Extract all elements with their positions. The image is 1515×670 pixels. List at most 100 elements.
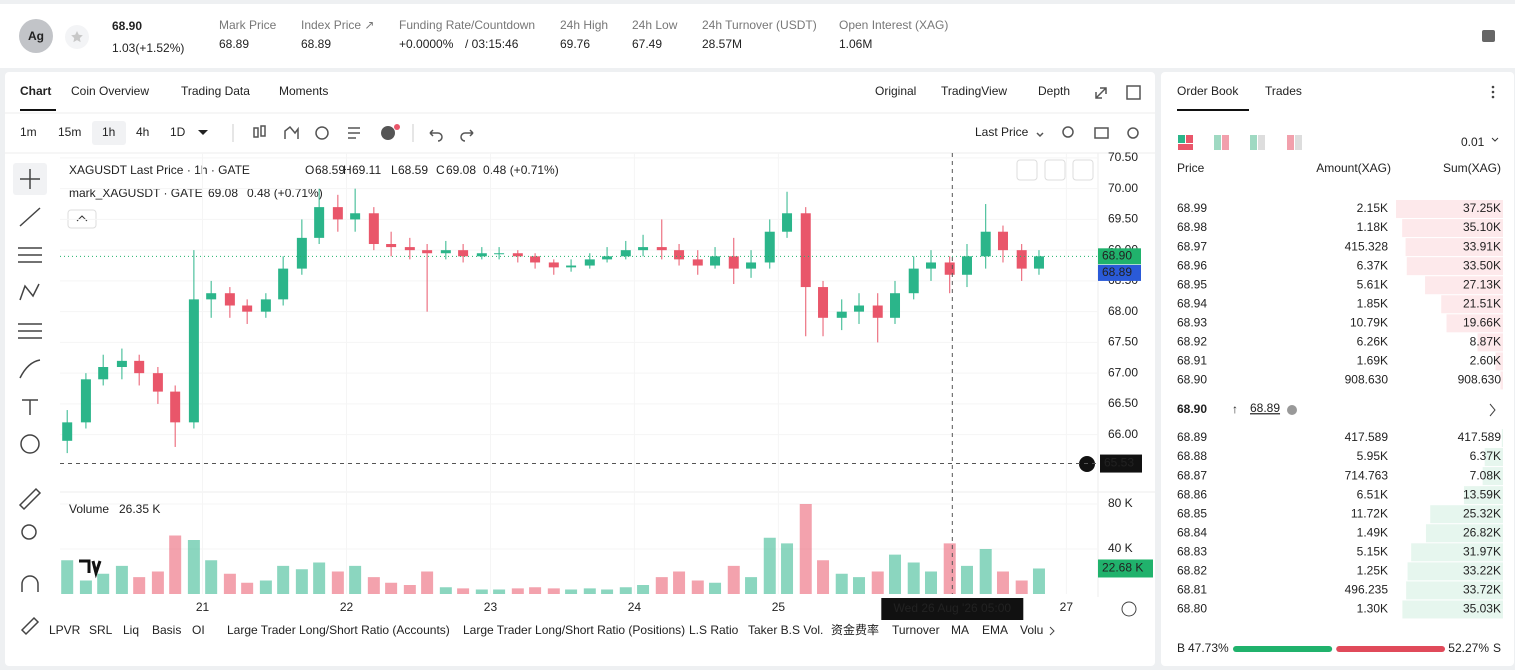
- layout-icon[interactable]: [1126, 85, 1141, 100]
- volume-current-box: [1098, 559, 1153, 578]
- chevron[interactable]: [1489, 403, 1496, 417]
- interval[interactable]: 1h: [102, 125, 115, 139]
- indicator-tab[interactable]: 资金费率: [831, 622, 879, 637]
- book-tab[interactable]: Order Book: [1177, 84, 1239, 98]
- candle-body: [1016, 250, 1027, 269]
- book-price[interactable]: 68.98: [1177, 220, 1207, 234]
- book-price[interactable]: 68.87: [1177, 468, 1207, 482]
- view-tab[interactable]: TradingView: [941, 84, 1007, 98]
- view-tab[interactable]: Depth: [1038, 84, 1070, 98]
- interval[interactable]: 1D: [170, 125, 186, 139]
- emoji-tool[interactable]: [20, 434, 40, 454]
- chart-button[interactable]: [1044, 159, 1066, 181]
- book-price[interactable]: 68.99: [1177, 201, 1207, 215]
- replay-icon[interactable]: [315, 126, 329, 140]
- menu-dot[interactable]: [1491, 90, 1495, 94]
- scroll-right[interactable]: [1049, 626, 1055, 636]
- interval[interactable]: 15m: [58, 125, 81, 139]
- projection-tool[interactable]: [18, 323, 42, 339]
- dropdown-caret[interactable]: [198, 130, 208, 135]
- tab[interactable]: Moments: [279, 84, 328, 98]
- fullscreen-icon[interactable]: [1095, 87, 1107, 99]
- book-price[interactable]: 68.92: [1177, 335, 1207, 349]
- undo-icon[interactable]: [429, 129, 443, 142]
- view-tab[interactable]: Original: [875, 84, 916, 98]
- book-price[interactable]: 68.93: [1177, 315, 1207, 329]
- tab[interactable]: Chart: [20, 84, 51, 98]
- snapshot-icon[interactable]: [1094, 127, 1109, 139]
- book-price[interactable]: 68.95: [1177, 277, 1207, 291]
- book-price[interactable]: 68.86: [1177, 487, 1207, 501]
- book-price[interactable]: 68.97: [1177, 239, 1207, 253]
- price-source[interactable]: Last Price: [975, 125, 1029, 139]
- precision[interactable]: 0.01: [1461, 135, 1485, 149]
- redo-icon[interactable]: [460, 129, 474, 142]
- search-icon[interactable]: [1062, 126, 1074, 138]
- pattern-tool[interactable]: [19, 283, 40, 301]
- precision-caret[interactable]: [1491, 137, 1499, 142]
- indicator-tab[interactable]: Basis: [152, 623, 181, 637]
- book-price[interactable]: 68.88: [1177, 449, 1207, 463]
- template-icon[interactable]: [348, 127, 360, 139]
- candle-body: [566, 265, 577, 268]
- book-price[interactable]: 68.91: [1177, 354, 1207, 368]
- fib-tool[interactable]: [18, 247, 42, 263]
- indicator-tab[interactable]: Large Trader Long/Short Ratio (Accounts): [227, 623, 450, 637]
- view-split: [1222, 135, 1229, 150]
- settings-icon[interactable]: [1127, 127, 1139, 139]
- measure-tool[interactable]: [18, 487, 42, 511]
- book-price[interactable]: 68.89: [1177, 430, 1207, 444]
- book-price[interactable]: 68.94: [1177, 296, 1207, 310]
- magnet-tool[interactable]: [21, 575, 39, 592]
- book-price[interactable]: 68.84: [1177, 525, 1207, 539]
- book-amount: 5.61K: [1357, 277, 1388, 291]
- indicator-icon[interactable]: [284, 125, 299, 139]
- volume-bar: [799, 504, 812, 594]
- book-price[interactable]: 68.96: [1177, 258, 1207, 272]
- book-price[interactable]: 68.85: [1177, 506, 1207, 520]
- book-price[interactable]: 68.90: [1177, 373, 1207, 387]
- brush-tool[interactable]: [19, 359, 41, 379]
- view-asks[interactable]: [1287, 135, 1294, 150]
- indicator-tab[interactable]: OI: [192, 623, 205, 637]
- indicator-tab[interactable]: L.S Ratio: [689, 623, 739, 637]
- book-price[interactable]: 68.80: [1177, 602, 1207, 616]
- chart-button[interactable]: [1016, 159, 1038, 181]
- trend-line-tool[interactable]: [19, 207, 41, 227]
- indicator-tab[interactable]: EMA: [982, 623, 1008, 637]
- tab[interactable]: Trading Data: [181, 84, 250, 98]
- candle-type-icon[interactable]: [260, 125, 266, 137]
- book-price[interactable]: 68.82: [1177, 564, 1207, 578]
- indicator-tab[interactable]: Volu: [1020, 623, 1043, 637]
- view-split[interactable]: [1214, 135, 1221, 150]
- mark-legend: mark_XAGUSDT · GATE: [69, 186, 203, 200]
- view-bids[interactable]: [1250, 135, 1257, 150]
- book-tab[interactable]: Trades: [1265, 84, 1302, 98]
- zoom-tool[interactable]: [21, 524, 37, 540]
- candle-type-icon[interactable]: [253, 127, 259, 138]
- notes-icon[interactable]: [1482, 30, 1495, 42]
- interval[interactable]: 4h: [136, 125, 149, 139]
- price-source-caret[interactable]: [1036, 132, 1044, 138]
- interval[interactable]: 1m: [20, 125, 37, 139]
- indicator-tab[interactable]: Taker B.S Vol.: [748, 623, 823, 637]
- settings-icon[interactable]: [1121, 601, 1137, 617]
- lock-tool[interactable]: [20, 616, 40, 636]
- indicator-tab[interactable]: SRL: [89, 623, 113, 637]
- indicator-tab[interactable]: Liq: [123, 623, 139, 637]
- add-indicator-icon[interactable]: [381, 126, 395, 140]
- book-price[interactable]: 68.83: [1177, 544, 1207, 558]
- tab[interactable]: Coin Overview: [71, 84, 149, 98]
- chart-button[interactable]: [1072, 159, 1094, 181]
- indicator-tab[interactable]: LPVR: [49, 623, 81, 637]
- indicator-tab[interactable]: Large Trader Long/Short Ratio (Positions…: [463, 623, 685, 637]
- last-price-box: [1098, 248, 1141, 265]
- crosshair-price-label: 65.53: [1104, 456, 1134, 470]
- indicator-tab[interactable]: MA: [951, 623, 969, 637]
- indicator-tab[interactable]: Turnover: [892, 623, 940, 637]
- candle-body: [638, 247, 649, 251]
- crosshair-tool[interactable]: [20, 169, 40, 189]
- text-tool[interactable]: [22, 399, 38, 415]
- book-price[interactable]: 68.81: [1177, 583, 1207, 597]
- view-both[interactable]: [1178, 135, 1185, 143]
